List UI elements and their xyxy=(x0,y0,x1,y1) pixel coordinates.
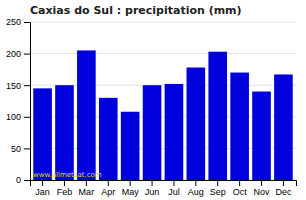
x-tick-label: Jun xyxy=(145,187,160,197)
bar xyxy=(208,52,227,180)
x-tick-mark xyxy=(239,180,240,186)
title: Caxias do Sul : precipitation (mm) xyxy=(30,4,242,17)
x-tick: Nov xyxy=(254,180,271,197)
grid-line xyxy=(30,53,296,54)
grid xyxy=(30,22,296,180)
x-tick-label: Jan xyxy=(35,187,50,197)
y-tick: 50 xyxy=(11,144,30,154)
x-axis-line xyxy=(31,181,297,187)
x-tick: Sep xyxy=(210,180,226,197)
y-tick: 250 xyxy=(6,17,30,27)
x-tick-label: Dec xyxy=(275,187,292,197)
bar xyxy=(77,50,96,180)
y-axis: 0 50 100 150 200 250 xyxy=(6,17,31,185)
x-tick-label: May xyxy=(122,187,140,197)
x-tick: Jul xyxy=(168,180,180,197)
x-tick: Dec xyxy=(275,180,292,197)
x-tick: Mar xyxy=(79,180,95,197)
x-tick-label: Aug xyxy=(188,187,204,197)
x-tick: May xyxy=(122,180,140,197)
x-tick: Apr xyxy=(101,180,115,197)
x-tick: Jan xyxy=(35,180,50,197)
y-tick-label: 150 xyxy=(6,81,21,91)
bar xyxy=(143,85,162,180)
x-tick-label: Oct xyxy=(233,187,248,197)
bar xyxy=(99,98,118,180)
bar xyxy=(121,112,140,180)
y-tick-label: 100 xyxy=(6,112,21,122)
x-tick-label: Sep xyxy=(210,187,226,197)
y-tick: 0 xyxy=(16,175,30,185)
y-tick-mark xyxy=(24,22,30,23)
bars xyxy=(33,50,292,180)
x-tick-label: Apr xyxy=(101,187,115,197)
y-tick-label: 50 xyxy=(11,144,21,154)
x-tick: Feb xyxy=(57,180,73,197)
x-tick-label: Nov xyxy=(254,187,271,197)
x-axis: Jan Feb Mar Apr May Jun Jul Aug Sep Oct Nov Dec xyxy=(31,180,297,197)
bar xyxy=(274,74,293,180)
x-tick-mark xyxy=(108,180,109,186)
plot: 0 50 100 150 200 250 Jan Feb Mar Apr May Jun Jul Aug S… xyxy=(6,17,297,197)
x-tick-mark xyxy=(261,180,262,186)
y-tick-mark xyxy=(24,54,30,55)
x-tick-mark xyxy=(283,180,284,186)
bar xyxy=(187,68,206,180)
y-axis-line xyxy=(24,23,31,181)
x-tick-label: Jul xyxy=(168,187,180,197)
y-tick-mark xyxy=(24,85,30,86)
x-tick-mark xyxy=(86,180,87,186)
x-tick: Oct xyxy=(233,180,248,197)
x-tick: Jun xyxy=(145,180,160,197)
y-tick-label: 250 xyxy=(6,17,21,27)
x-tick-mark xyxy=(217,180,218,186)
x-tick-label: Mar xyxy=(79,187,95,197)
x-tick-mark xyxy=(195,180,196,186)
y-tick-label: 200 xyxy=(6,49,21,59)
y-tick: 150 xyxy=(6,81,30,91)
bar xyxy=(55,85,74,180)
x-tick-mark xyxy=(173,180,174,186)
y-tick-mark xyxy=(24,117,30,118)
y-tick: 200 xyxy=(6,49,30,59)
y-tick-mark xyxy=(24,148,30,149)
y-tick-mark xyxy=(24,180,30,181)
x-tick-mark xyxy=(152,180,153,186)
bar xyxy=(252,92,271,180)
bar xyxy=(165,84,184,180)
x-tick-mark xyxy=(42,180,43,186)
grid-line xyxy=(30,22,296,23)
x-tick-mark xyxy=(130,180,131,186)
y-tick-label: 0 xyxy=(16,175,21,185)
bar xyxy=(230,73,249,180)
y-tick: 100 xyxy=(6,112,30,122)
x-tick-mark xyxy=(64,180,65,186)
x-tick: Aug xyxy=(188,180,204,197)
chart: 0 50 100 150 200 250 Jan Feb Mar Apr May Jun Jul Aug S… xyxy=(0,0,306,200)
bar xyxy=(33,88,52,180)
x-tick-label: Feb xyxy=(57,187,73,197)
watermark: www.allmetsat.com xyxy=(33,171,102,179)
